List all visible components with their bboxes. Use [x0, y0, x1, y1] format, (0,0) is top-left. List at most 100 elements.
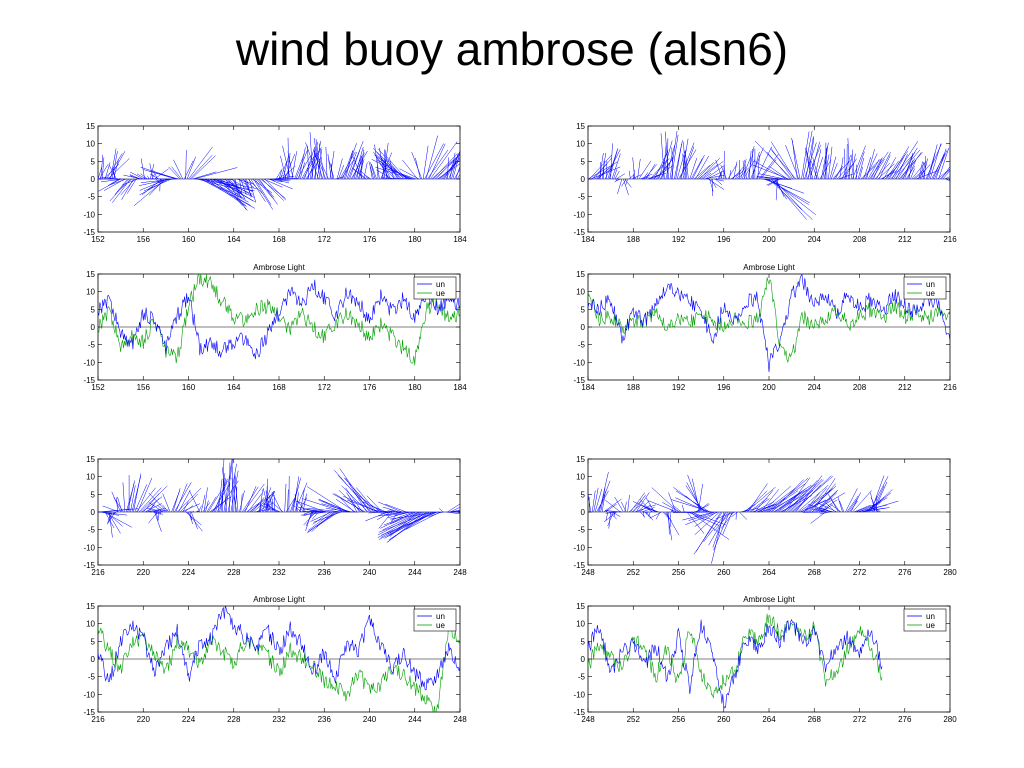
legend-box: [903, 276, 947, 300]
wind-stick: [684, 155, 688, 180]
wind-stick: [100, 154, 104, 180]
wind-stick: [591, 490, 596, 513]
wind-stick: [763, 488, 796, 513]
wind-stick: [365, 511, 388, 522]
wind-stick: [621, 178, 627, 187]
y-tick-label: 5: [91, 490, 96, 499]
wind-stick: [642, 511, 645, 518]
wind-stick: [346, 152, 357, 180]
wind-stick: [845, 488, 858, 513]
wind-stick: [734, 170, 742, 180]
x-tick-label: 276: [898, 715, 912, 724]
wind-stick: [632, 174, 637, 180]
wind-stick: [873, 506, 881, 513]
wind-stick: [741, 156, 752, 180]
x-tick-label: 244: [408, 715, 422, 724]
x-tick-label: 184: [453, 235, 467, 244]
wind-stick: [121, 178, 138, 186]
wind-stick: [593, 157, 613, 180]
wind-stick: [287, 151, 294, 180]
wind-stick: [449, 506, 460, 513]
x-tick-label: 156: [137, 235, 151, 244]
wind-stick: [713, 511, 730, 551]
wind-stick: [304, 146, 315, 180]
wind-stick: [710, 178, 717, 188]
wind-stick: [293, 505, 302, 513]
series-group: [588, 613, 883, 709]
wind-stick: [353, 168, 367, 180]
wind-stick: [898, 151, 923, 180]
y-tick-label: 0: [91, 655, 96, 664]
wind-stick: [740, 159, 747, 180]
wind-stick: [774, 491, 801, 513]
wind-stick: [381, 511, 438, 536]
timeseries-plot-216-248: Ambrose Light 15 10 5 0 -5 -10 -15 216 220 224 228 2…: [60, 592, 480, 732]
wind-stick: [696, 162, 714, 180]
x-tick-label: 224: [182, 715, 196, 724]
wind-stick: [212, 483, 231, 513]
x-tick-label: 184: [581, 235, 595, 244]
wind-stick: [649, 508, 659, 513]
x-tick-label: 160: [182, 383, 196, 392]
wind-stick: [385, 511, 412, 517]
series-line-un: [98, 606, 460, 691]
wind-stick: [454, 168, 460, 180]
wind-stick: [198, 505, 202, 513]
wind-stick: [812, 509, 829, 513]
wind-stick: [225, 178, 247, 210]
series-line-un: [588, 618, 883, 709]
wind-stick: [311, 511, 340, 513]
wind-stick: [174, 482, 192, 513]
wind-stick: [308, 511, 333, 531]
wind-stick: [727, 164, 738, 180]
x-tick-label: 276: [898, 568, 912, 577]
wind-stick: [672, 504, 682, 513]
wind-stick: [318, 499, 346, 513]
wind-stick: [239, 490, 245, 513]
wind-stick: [672, 511, 713, 514]
wind-stick: [134, 484, 148, 513]
wind-stick: [766, 178, 780, 186]
wind-stick: [700, 161, 724, 180]
wind-stick: [194, 167, 238, 180]
wind-stick: [916, 170, 938, 180]
y-tick-label: 15: [576, 122, 585, 131]
wind-stick: [173, 159, 184, 180]
stick-group: [588, 130, 950, 220]
y-tick-label: -15: [573, 708, 585, 717]
wind-stick: [918, 161, 923, 180]
wind-stick: [843, 158, 857, 180]
wind-stick: [693, 511, 723, 555]
wind-stick: [244, 178, 250, 191]
wind-stick: [941, 166, 950, 180]
wind-stick: [605, 500, 621, 513]
wind-stick: [614, 178, 618, 183]
wind-stick: [805, 147, 814, 180]
wind-stick: [313, 150, 324, 180]
wind-stick: [108, 164, 117, 180]
legend-box: [413, 608, 457, 632]
wind-stick: [757, 154, 760, 180]
wind-stick: [771, 479, 804, 513]
wind-stick: [391, 511, 414, 521]
wind-stick: [223, 178, 253, 196]
wind-stick: [385, 503, 407, 513]
wind-stick: [284, 483, 287, 513]
wind-stick: [113, 497, 124, 513]
wind-stick: [742, 160, 746, 180]
wind-stick: [853, 504, 871, 513]
wind-stick: [689, 158, 698, 180]
wind-stick: [814, 489, 839, 513]
x-tick-label: 280: [943, 568, 957, 577]
wind-stick: [847, 138, 850, 180]
wind-stick: [455, 510, 460, 513]
y-tick-label: 5: [91, 637, 96, 646]
legend-box: [903, 608, 947, 632]
y-tick-label: 5: [581, 637, 586, 646]
wind-stick: [606, 161, 608, 180]
wind-stick: [694, 511, 720, 536]
wind-stick: [662, 511, 669, 518]
